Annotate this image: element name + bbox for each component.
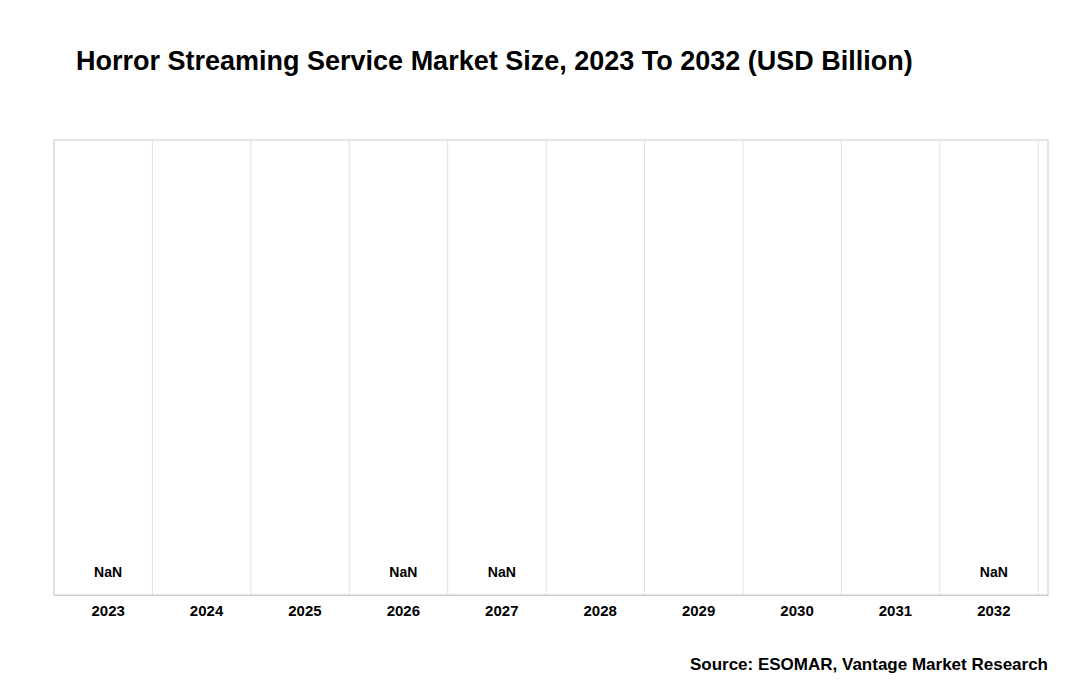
x-tick-label: 2029 <box>682 602 715 619</box>
category-separator <box>742 140 743 595</box>
x-tick: 2028 <box>584 602 617 619</box>
data-label: NaN <box>389 564 417 580</box>
category-separator <box>939 140 940 595</box>
x-axis: 2023 2024 2025 2026 2027 2028 2029 2030 2031 2032 <box>55 596 1049 619</box>
x-tick-label: 2028 <box>584 602 617 619</box>
data-label: NaN <box>980 564 1008 580</box>
grid <box>54 140 1038 595</box>
x-tick: 2024 <box>190 602 224 619</box>
x-tick-label: 2024 <box>190 602 224 619</box>
category-separator <box>54 140 55 595</box>
x-tick: 2025 <box>288 602 321 619</box>
x-tick: 2026 <box>387 602 420 619</box>
category-separator <box>349 140 350 595</box>
plot-frame <box>54 140 1048 595</box>
chart-container: Horror Streaming Service Market Size, 20… <box>0 0 1080 700</box>
x-tick-label: 2027 <box>485 602 518 619</box>
x-tick-label: 2023 <box>91 602 124 619</box>
x-axis-line <box>55 595 1049 596</box>
data-labels: NaN NaN NaN NaN <box>94 564 1008 580</box>
category-separator <box>250 140 251 595</box>
category-separator <box>447 140 448 595</box>
category-separator <box>1038 140 1039 595</box>
x-tick-label: 2031 <box>879 602 912 619</box>
source-note: Source: ESOMAR, Vantage Market Research <box>690 655 1048 674</box>
x-tick-label: 2026 <box>387 602 420 619</box>
category-separator <box>644 140 645 595</box>
plot-area: 2023 2024 2025 2026 2027 2028 2029 2030 2031 2032… <box>54 140 1049 619</box>
chart-title: Horror Streaming Service Market Size, 20… <box>76 46 913 76</box>
category-separator <box>546 140 547 595</box>
chart-svg: Horror Streaming Service Market Size, 20… <box>0 0 1080 700</box>
x-tick: 2030 <box>780 602 813 619</box>
data-label: NaN <box>488 564 516 580</box>
x-tick: 2029 <box>682 602 715 619</box>
x-tick: 2031 <box>879 602 912 619</box>
x-tick-label: 2025 <box>288 602 321 619</box>
category-separator <box>152 140 153 595</box>
x-tick: 2027 <box>485 602 518 619</box>
x-tick-label: 2030 <box>780 602 813 619</box>
category-separator <box>841 140 842 595</box>
x-tick-label: 2032 <box>977 602 1010 619</box>
x-tick: 2023 <box>91 602 124 619</box>
data-label: NaN <box>94 564 122 580</box>
x-tick: 2032 <box>977 602 1010 619</box>
annotations: Source: ESOMAR, Vantage Market Research <box>690 655 1048 674</box>
